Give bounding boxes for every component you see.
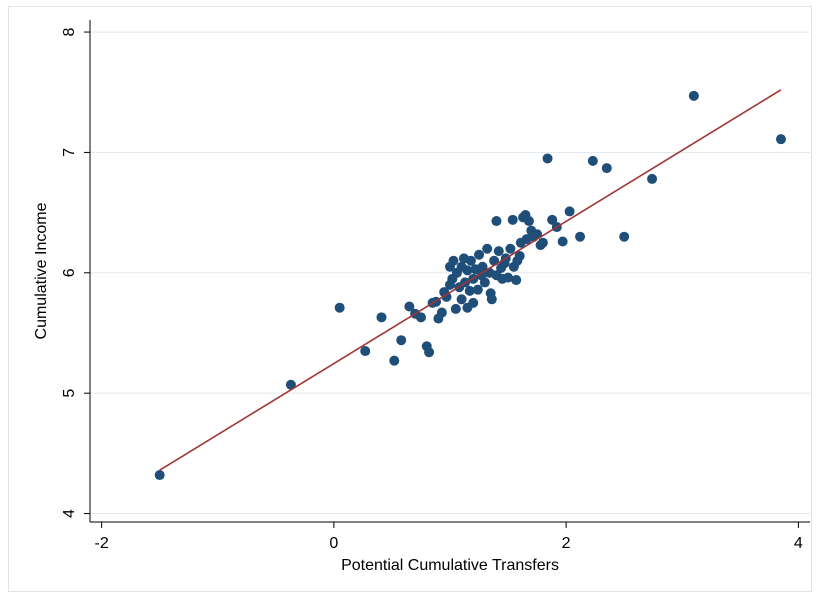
scatter-point [601, 163, 612, 174]
scatter-point [477, 261, 488, 272]
scatter-point [334, 302, 345, 313]
scatter-point [441, 291, 452, 302]
scatter-point [285, 379, 296, 390]
scatter-point [465, 255, 476, 266]
scatter-point [486, 294, 497, 305]
x-tick-label: 2 [562, 535, 571, 552]
y-tick-label: 4 [61, 509, 78, 518]
scatter-point [587, 155, 598, 166]
scatter-point [775, 134, 786, 145]
scatter-point [503, 272, 514, 283]
scatter-point [619, 231, 630, 242]
x-axis-title: Potential Cumulative Transfers [341, 557, 559, 574]
scatter-point [456, 294, 467, 305]
scatter-point [436, 307, 447, 318]
scatter-point [505, 243, 516, 254]
x-ticks: -2 0 2 4 [94, 522, 803, 552]
scatter-point [462, 265, 473, 276]
y-tick-label: 5 [61, 389, 78, 398]
scatter-point [647, 173, 658, 184]
scatter-point [542, 153, 553, 164]
scatter-point [389, 355, 400, 366]
scatter-point [557, 236, 568, 247]
data-points [154, 90, 786, 481]
fit-line [159, 89, 782, 471]
y-tick-label: 6 [61, 268, 78, 277]
y-tick-label: 8 [61, 27, 78, 36]
scatter-point [424, 347, 435, 358]
scatter-point [404, 301, 415, 312]
scatter-point [564, 206, 575, 217]
y-ticks: 4 5 6 7 8 [61, 27, 90, 518]
scatter-point [415, 312, 426, 323]
scatter-point [575, 231, 586, 242]
scatter-point [537, 237, 548, 248]
scatter-point [514, 250, 525, 261]
y-tick-label: 7 [61, 148, 78, 157]
scatter-point [448, 255, 459, 266]
chart-frame [8, 6, 812, 592]
scatter-point [376, 312, 387, 323]
scatter-point [547, 214, 558, 225]
scatter-point [479, 277, 490, 288]
scatter-point [511, 275, 522, 286]
grid-lines [90, 31, 810, 515]
scatter-point [450, 303, 461, 314]
scatter-point [491, 216, 502, 227]
y-axis-title: Cumulative Income [33, 202, 50, 339]
scatter-point [154, 470, 165, 481]
scatter-point [493, 246, 504, 257]
scatter-point [360, 346, 371, 357]
scatter-point [464, 285, 475, 296]
x-tick-label: 4 [794, 535, 803, 552]
scatter-point [474, 249, 485, 260]
scatter-point [688, 90, 699, 101]
scatter-point [482, 243, 493, 254]
x-tick-label: -2 [94, 535, 108, 552]
axes [89, 20, 810, 523]
scatter-point [396, 335, 407, 346]
scatter-point [507, 214, 518, 225]
scatter-point [489, 255, 500, 266]
scatter-point [472, 284, 483, 295]
x-tick-label: 0 [329, 535, 338, 552]
scatter-point [523, 216, 534, 227]
scatter-point [468, 297, 479, 308]
